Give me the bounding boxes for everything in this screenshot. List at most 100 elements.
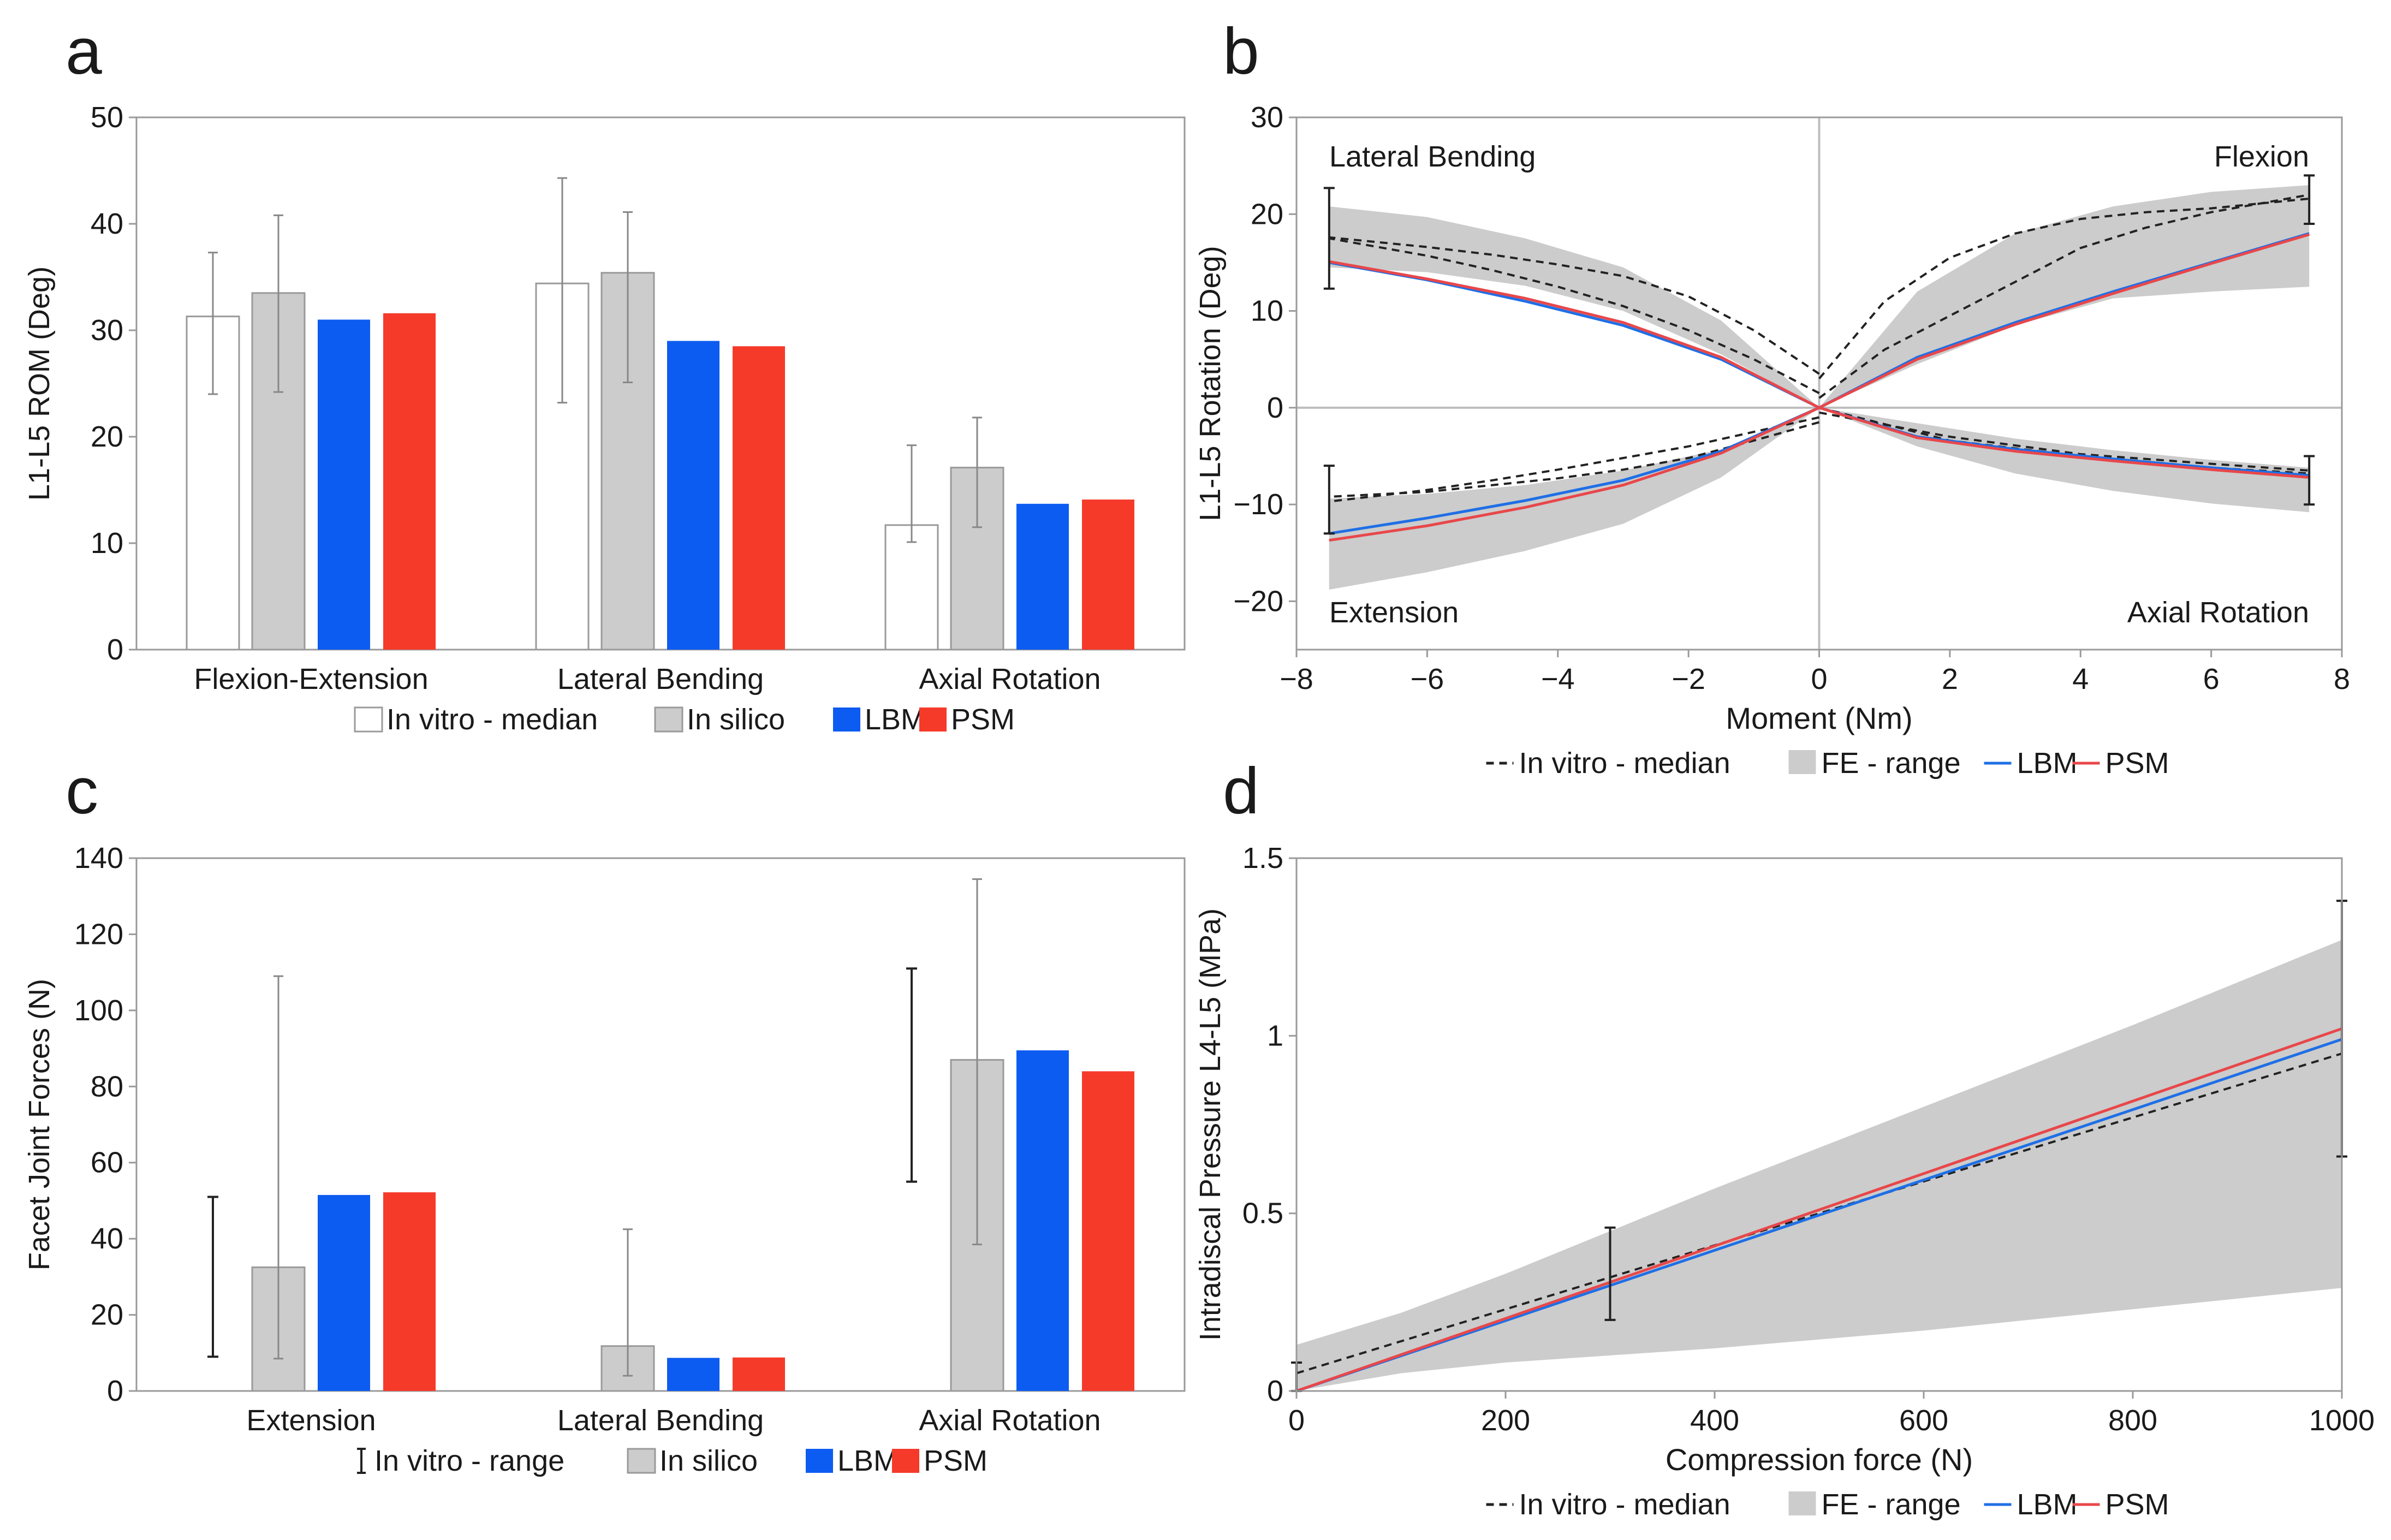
x-tick-label: 8 xyxy=(2334,663,2350,695)
y-tick-label: 0 xyxy=(107,633,123,666)
annotation: Extension xyxy=(1329,596,1459,629)
x-tick-label: 800 xyxy=(2108,1404,2157,1437)
x-tick-label: −8 xyxy=(1280,663,1313,695)
y-tick-label: 20 xyxy=(1251,198,1283,230)
legend-label: LBM xyxy=(865,703,925,736)
y-tick-label: 20 xyxy=(91,1299,123,1331)
plot-frame xyxy=(135,857,1186,1392)
legend-swatch-band xyxy=(1788,1491,1816,1515)
y-tick-label: 0 xyxy=(107,1375,123,1407)
y-tick-label: 40 xyxy=(91,207,123,240)
panel-label-b: b xyxy=(1223,15,1259,88)
legend-label: In silico xyxy=(687,703,785,736)
series-line xyxy=(1818,233,2310,409)
legend-label: In vitro - range xyxy=(374,1444,564,1477)
bar xyxy=(383,313,436,650)
x-axis-label: Compression force (N) xyxy=(1666,1442,1973,1477)
plot-frame xyxy=(135,116,1186,651)
x-tick-label: 200 xyxy=(1481,1404,1530,1437)
y-tick-label: 30 xyxy=(1251,101,1283,134)
x-tick-label: −4 xyxy=(1541,663,1575,695)
y-tick-label: 140 xyxy=(74,842,123,875)
legend-swatch xyxy=(919,707,947,732)
legend-swatch xyxy=(654,706,683,733)
category-label: Lateral Bending xyxy=(557,663,764,695)
panel-label-c: c xyxy=(66,754,98,828)
x-tick-label: 400 xyxy=(1690,1404,1739,1437)
x-axis-label: Moment (Nm) xyxy=(1726,701,1912,735)
y-tick-label: 10 xyxy=(1251,295,1283,328)
legend-label: FE - range xyxy=(1822,1488,1961,1521)
bar xyxy=(318,1194,370,1391)
series-line xyxy=(1329,236,1820,375)
y-tick-label: 120 xyxy=(74,918,123,950)
legend-label: PSM xyxy=(2105,747,2169,780)
category-label: Axial Rotation xyxy=(919,1404,1101,1437)
y-tick-label: 20 xyxy=(91,420,123,453)
legend-label: LBM xyxy=(837,1444,898,1477)
bar xyxy=(667,341,719,650)
chart-a-rom: 0 10 20 30 40 50 L1-L5 ROM (Deg) Flexion-Extens… xyxy=(23,101,1186,736)
y-tick-label: 60 xyxy=(91,1146,123,1179)
y-axis-label: L1-L5 Rotation (Deg) xyxy=(1194,246,1227,521)
range-band xyxy=(1819,407,2310,513)
bar xyxy=(1082,1071,1134,1391)
x-tick-label: 0 xyxy=(1288,1404,1305,1437)
bar xyxy=(383,1192,436,1391)
legend-label: LBM xyxy=(2017,1488,2078,1521)
range-band xyxy=(1329,407,1819,590)
range-band xyxy=(1329,206,1819,408)
bar xyxy=(1016,503,1069,650)
x-tick-label: 4 xyxy=(2072,663,2089,695)
bar xyxy=(318,319,370,650)
y-tick-label: 10 xyxy=(91,527,123,560)
x-tick-label: 600 xyxy=(1899,1404,1948,1437)
y-tick-label: 0 xyxy=(1267,391,1283,424)
legend-swatch xyxy=(806,1449,833,1473)
y-tick-label: −20 xyxy=(1233,585,1283,617)
bar xyxy=(1082,500,1134,650)
series-line xyxy=(1819,411,2310,472)
legend-swatch-band xyxy=(1788,750,1816,774)
category-label: Extension xyxy=(246,1404,376,1437)
x-tick-label: 1000 xyxy=(2309,1404,2375,1437)
x-tick-label: −2 xyxy=(1672,663,1705,695)
x-tick-label: 6 xyxy=(2203,663,2220,695)
bar xyxy=(733,1357,785,1391)
y-tick-label: 80 xyxy=(91,1070,123,1103)
legend-label: LBM xyxy=(2017,747,2078,780)
legend-label: PSM xyxy=(924,1444,988,1477)
series-line xyxy=(1329,406,1820,535)
range-band xyxy=(1296,940,2342,1391)
x-tick-label: −6 xyxy=(1411,663,1444,695)
y-axis-label: Facet Joint Forces (N) xyxy=(23,979,56,1270)
series-line xyxy=(1818,406,2310,479)
y-axis-label: Intradiscal Pressure L4-L5 (MPa) xyxy=(1194,908,1227,1341)
series-line xyxy=(1329,406,1820,542)
legend-label: In silico xyxy=(659,1444,758,1477)
legend-label: PSM xyxy=(951,703,1015,736)
series-line xyxy=(1296,1038,2342,1393)
y-tick-label: 0.5 xyxy=(1242,1197,1283,1230)
bar xyxy=(733,346,785,650)
bar xyxy=(884,524,939,651)
legend-label: In vitro - median xyxy=(1519,1488,1730,1521)
y-tick-label: 100 xyxy=(74,994,123,1027)
series-line xyxy=(1296,1027,2342,1393)
category-label: Lateral Bending xyxy=(557,1404,764,1437)
y-tick-label: 1 xyxy=(1267,1019,1283,1052)
legend-swatch xyxy=(892,1449,919,1473)
y-tick-label: 1.5 xyxy=(1242,842,1283,875)
legend-label: In vitro - median xyxy=(1519,747,1730,780)
category-label: Flexion-Extension xyxy=(194,663,428,695)
y-tick-label: −10 xyxy=(1233,488,1283,521)
x-tick-label: 0 xyxy=(1811,663,1827,695)
panel-label-a: a xyxy=(66,15,102,88)
legend-swatch xyxy=(627,1448,656,1474)
legend-swatch xyxy=(354,706,383,733)
legend-swatch xyxy=(833,707,860,732)
bar xyxy=(1016,1050,1069,1391)
series-line xyxy=(1329,260,1820,409)
